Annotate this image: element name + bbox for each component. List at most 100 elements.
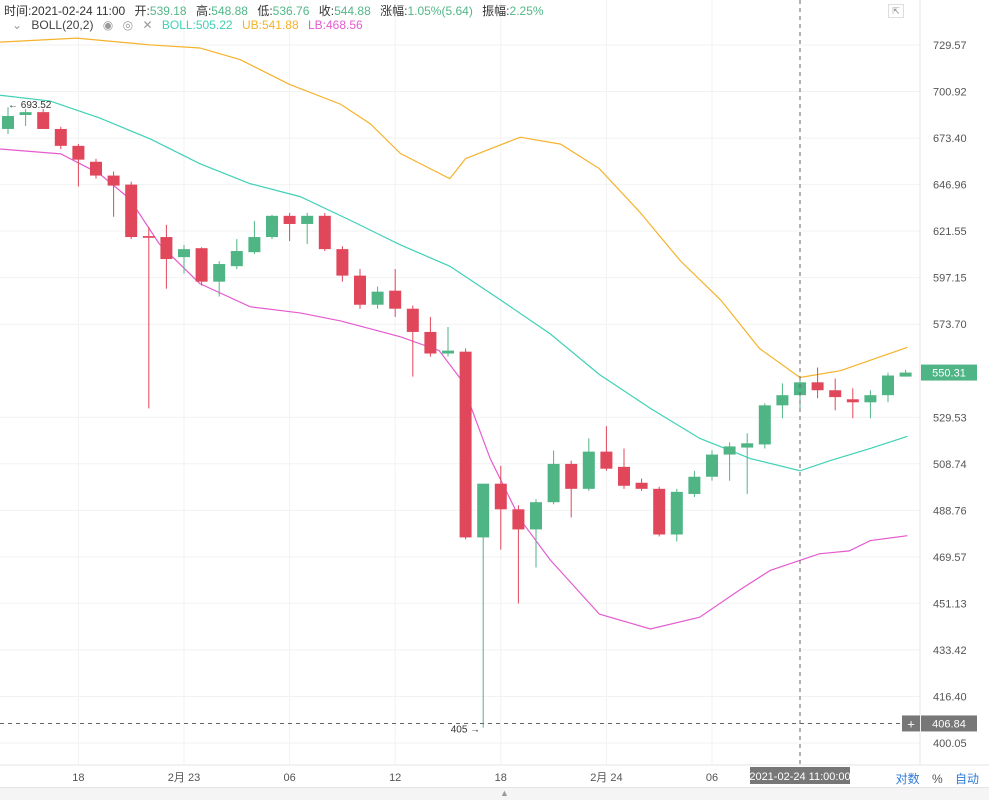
change-label: 涨幅: [380, 4, 408, 18]
crosshair-price-box [921, 715, 977, 732]
candle-up [213, 264, 226, 282]
percent-scale-button[interactable]: % [931, 772, 943, 786]
candle-down [160, 237, 173, 260]
y-tick-label: 621.55 [933, 226, 967, 238]
x-tick-label: 18 [495, 772, 507, 784]
band-line-boll [0, 94, 908, 472]
candle-down [635, 482, 648, 489]
ohlc-header: 时间:2021-02-24 11:00 开:539.18 高:548.88 低:… [4, 2, 550, 19]
amplitude-label: 振幅: [482, 4, 510, 18]
candle-down [829, 390, 842, 398]
last-price: 550.31 [932, 368, 966, 380]
candle-up [758, 405, 771, 445]
y-tick-label: 488.76 [933, 505, 967, 517]
indicator-name: BOLL(20,2) [31, 18, 94, 32]
candle-up [582, 451, 595, 489]
candle-up [477, 483, 490, 538]
boll-value: BOLL:505.22 [161, 18, 233, 32]
y-tick-label: 573.70 [933, 319, 967, 331]
candle-up [248, 237, 261, 253]
y-tick-label: 673.40 [933, 133, 967, 145]
open-label: 开: [134, 4, 150, 18]
candle-down [107, 175, 120, 186]
candle-up [794, 382, 806, 396]
candle-down [37, 112, 50, 129]
candle-up [230, 251, 243, 267]
chevron-down-icon[interactable]: ⌄ [12, 18, 23, 32]
candle-down [336, 249, 349, 276]
candle-up [723, 446, 736, 455]
candle-down [72, 145, 85, 160]
y-tick-label: 451.13 [933, 598, 967, 610]
candle-up [899, 372, 912, 377]
candle-down [494, 483, 507, 510]
close-icon[interactable]: ✕ [142, 18, 153, 32]
crosshair-time: 2021-02-24 11:00:00 [749, 771, 850, 783]
candle-up [670, 491, 683, 535]
lb-value: LB:468.56 [308, 18, 363, 32]
auto-scale-button[interactable]: 自动 [954, 772, 979, 786]
x-tick-label: 18 [72, 772, 84, 784]
candle-up [2, 116, 14, 129]
time-label: 时间: [4, 4, 32, 18]
y-tick-label: 400.05 [933, 738, 967, 750]
candle-down [283, 215, 296, 224]
settings-icon[interactable]: ◎ [122, 18, 134, 32]
candle-down [512, 509, 525, 530]
candle-down [90, 161, 102, 176]
y-tick-label: 729.57 [933, 40, 967, 52]
indicator-legend: ⌄ BOLL(20,2) ◉ ◎ ✕ BOLL:505.22 UB:541.88… [12, 18, 369, 32]
y-tick-label: 700.92 [933, 87, 967, 99]
x-tick-label: 2月 23 [168, 772, 200, 784]
candle-down [600, 451, 613, 469]
crosshair-time-box [750, 767, 850, 784]
crosshair-plus-button [902, 715, 920, 732]
y-tick-label: 646.96 [933, 180, 967, 192]
candle-up [442, 350, 454, 354]
amplitude-value: 2.25% [509, 4, 544, 18]
min-price-marker: 405 → [451, 725, 480, 736]
candle-down [565, 463, 578, 489]
candle-down [318, 215, 331, 250]
high-value: 548.88 [211, 4, 248, 18]
candle-up [19, 112, 32, 116]
candle-down [653, 488, 666, 535]
fullscreen-icon[interactable]: ⇱ [888, 4, 904, 18]
x-tick-label: 12 [389, 772, 401, 784]
eye-icon[interactable]: ◉ [102, 18, 114, 32]
candle-down [406, 308, 419, 332]
candle-up [178, 249, 190, 258]
close-value: 544.88 [334, 4, 371, 18]
candle-up [776, 395, 789, 406]
candle-up [266, 215, 278, 238]
candle-up [864, 395, 877, 403]
candle-up [688, 476, 701, 494]
candle-up [741, 443, 754, 448]
candle-up [301, 215, 314, 224]
expand-up-icon[interactable]: ▲ [500, 788, 509, 798]
low-label: 低: [257, 4, 273, 18]
candle-down [195, 248, 208, 282]
band-line-ub [0, 37, 908, 379]
low-value: 536.76 [272, 4, 310, 18]
candle-down [459, 351, 472, 538]
max-price-marker: ← 693.52 [8, 100, 52, 111]
candle-down [389, 290, 402, 309]
y-tick-label: 469.57 [933, 552, 967, 564]
last-price-box [921, 364, 977, 381]
candle-up [547, 463, 560, 503]
x-tick-label: 2月 24 [590, 772, 622, 784]
candle-up [706, 454, 718, 477]
candle-down [811, 382, 824, 391]
candle-down [354, 275, 366, 305]
crosshair-price: 406.84 [932, 718, 966, 730]
y-tick-label: 597.15 [933, 273, 967, 285]
candle-up [530, 502, 542, 530]
log-scale-button[interactable]: 对数 [895, 772, 920, 786]
plus-icon: + [907, 716, 915, 731]
candle-down [54, 128, 67, 146]
candle-down [125, 184, 138, 238]
candle-down [424, 331, 437, 354]
y-tick-label: 508.74 [933, 459, 967, 471]
